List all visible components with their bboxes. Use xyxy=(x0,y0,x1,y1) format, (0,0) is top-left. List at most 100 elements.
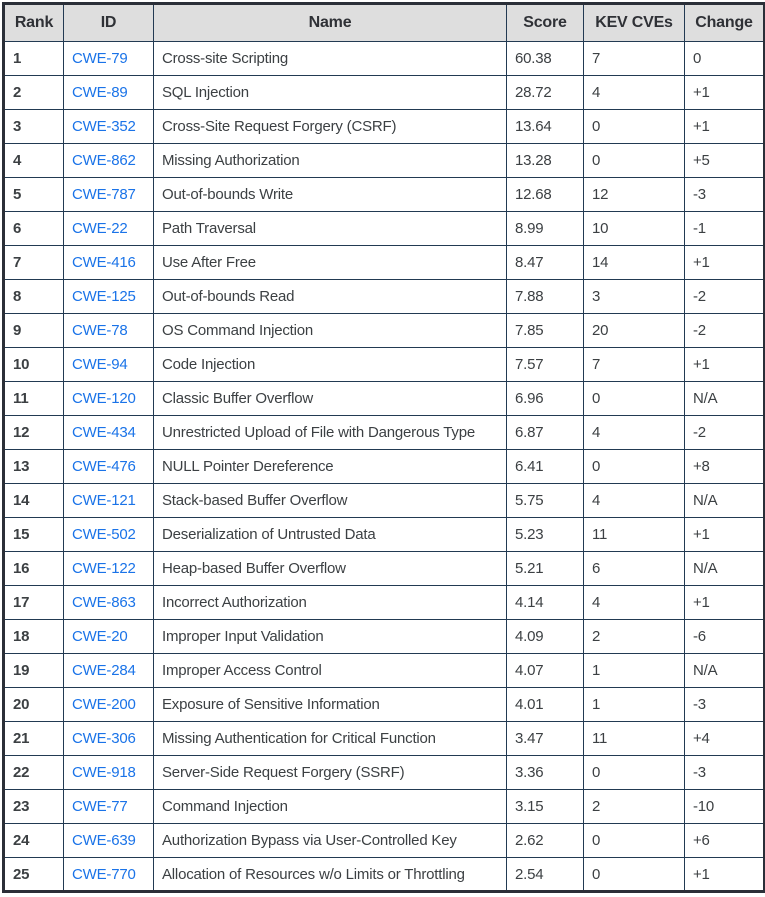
name-cell: Classic Buffer Overflow xyxy=(153,381,507,416)
cwe-id-link[interactable]: CWE-79 xyxy=(72,50,128,67)
id-cell: CWE-77 xyxy=(63,789,154,824)
id-cell: CWE-20 xyxy=(63,619,154,654)
change-cell: -10 xyxy=(684,789,765,824)
name-cell: Exposure of Sensitive Information xyxy=(153,687,507,722)
id-cell: CWE-89 xyxy=(63,75,154,110)
change-cell: +1 xyxy=(684,109,765,144)
cwe-id-link[interactable]: CWE-284 xyxy=(72,662,136,679)
kev-cves-cell: 7 xyxy=(583,41,685,76)
rank-cell: 20 xyxy=(3,687,64,722)
table-row: 5 CWE-787 Out-of-bounds Write 12.68 12 -3 xyxy=(3,177,765,212)
kev-cves-cell: 0 xyxy=(583,109,685,144)
cwe-id-link[interactable]: CWE-918 xyxy=(72,764,136,781)
cwe-id-link[interactable]: CWE-352 xyxy=(72,118,136,135)
name-cell: Command Injection xyxy=(153,789,507,824)
rank-cell: 11 xyxy=(3,381,64,416)
id-cell: CWE-770 xyxy=(63,857,154,892)
column-header-name: Name xyxy=(153,3,507,42)
table-row: 23 CWE-77 Command Injection 3.15 2 -10 xyxy=(3,789,765,824)
score-cell: 4.14 xyxy=(506,585,584,620)
kev-cves-cell: 0 xyxy=(583,755,685,790)
id-cell: CWE-94 xyxy=(63,347,154,382)
score-cell: 2.62 xyxy=(506,823,584,858)
change-cell: +1 xyxy=(684,245,765,280)
rank-cell: 15 xyxy=(3,517,64,552)
name-cell: Stack-based Buffer Overflow xyxy=(153,483,507,518)
name-cell: Heap-based Buffer Overflow xyxy=(153,551,507,586)
kev-cves-cell: 20 xyxy=(583,313,685,348)
name-cell: Cross-site Scripting xyxy=(153,41,507,76)
rank-cell: 1 xyxy=(3,41,64,76)
name-cell: Out-of-bounds Read xyxy=(153,279,507,314)
score-cell: 2.54 xyxy=(506,857,584,892)
cwe-id-link[interactable]: CWE-200 xyxy=(72,696,136,713)
rank-cell: 18 xyxy=(3,619,64,654)
rank-cell: 13 xyxy=(3,449,64,484)
kev-cves-cell: 10 xyxy=(583,211,685,246)
rank-cell: 14 xyxy=(3,483,64,518)
cwe-id-link[interactable]: CWE-22 xyxy=(72,220,128,237)
column-header-id: ID xyxy=(63,3,154,42)
change-cell: +4 xyxy=(684,721,765,756)
cwe-id-link[interactable]: CWE-476 xyxy=(72,458,136,475)
cwe-id-link[interactable]: CWE-94 xyxy=(72,356,128,373)
cwe-id-link[interactable]: CWE-787 xyxy=(72,186,136,203)
cwe-id-link[interactable]: CWE-78 xyxy=(72,322,128,339)
table-row: 8 CWE-125 Out-of-bounds Read 7.88 3 -2 xyxy=(3,279,765,314)
score-cell: 8.99 xyxy=(506,211,584,246)
change-cell: +8 xyxy=(684,449,765,484)
table-row: 14 CWE-121 Stack-based Buffer Overflow 5.75… xyxy=(3,483,765,518)
name-cell: OS Command Injection xyxy=(153,313,507,348)
rank-cell: 24 xyxy=(3,823,64,858)
cwe-id-link[interactable]: CWE-125 xyxy=(72,288,136,305)
cwe-id-link[interactable]: CWE-121 xyxy=(72,492,136,509)
table-body: 1 CWE-79 Cross-site Scripting 60.38 7 0 2 CWE-8… xyxy=(3,41,765,892)
kev-cves-cell: 6 xyxy=(583,551,685,586)
table-row: 1 CWE-79 Cross-site Scripting 60.38 7 0 xyxy=(3,41,765,76)
id-cell: CWE-502 xyxy=(63,517,154,552)
cwe-id-link[interactable]: CWE-120 xyxy=(72,390,136,407)
score-cell: 6.87 xyxy=(506,415,584,450)
kev-cves-cell: 4 xyxy=(583,75,685,110)
score-cell: 4.07 xyxy=(506,653,584,688)
id-cell: CWE-79 xyxy=(63,41,154,76)
score-cell: 6.96 xyxy=(506,381,584,416)
cwe-id-link[interactable]: CWE-20 xyxy=(72,628,128,645)
cwe-id-link[interactable]: CWE-434 xyxy=(72,424,136,441)
cwe-id-link[interactable]: CWE-863 xyxy=(72,594,136,611)
id-cell: CWE-787 xyxy=(63,177,154,212)
name-cell: Use After Free xyxy=(153,245,507,280)
cwe-id-link[interactable]: CWE-122 xyxy=(72,560,136,577)
score-cell: 7.88 xyxy=(506,279,584,314)
score-cell: 8.47 xyxy=(506,245,584,280)
score-cell: 3.36 xyxy=(506,755,584,790)
score-cell: 5.75 xyxy=(506,483,584,518)
kev-cves-cell: 4 xyxy=(583,415,685,450)
cwe-id-link[interactable]: CWE-862 xyxy=(72,152,136,169)
name-cell: Missing Authentication for Critical Func… xyxy=(153,721,507,756)
cwe-id-link[interactable]: CWE-77 xyxy=(72,798,128,815)
cwe-id-link[interactable]: CWE-416 xyxy=(72,254,136,271)
cwe-id-link[interactable]: CWE-89 xyxy=(72,84,128,101)
table-row: 20 CWE-200 Exposure of Sensitive Informati… xyxy=(3,687,765,722)
table-row: 7 CWE-416 Use After Free 8.47 14 +1 xyxy=(3,245,765,280)
score-cell: 12.68 xyxy=(506,177,584,212)
score-cell: 5.21 xyxy=(506,551,584,586)
cwe-id-link[interactable]: CWE-770 xyxy=(72,865,136,883)
id-cell: CWE-476 xyxy=(63,449,154,484)
name-cell: Incorrect Authorization xyxy=(153,585,507,620)
change-cell: 0 xyxy=(684,41,765,76)
name-cell: Code Injection xyxy=(153,347,507,382)
id-cell: CWE-306 xyxy=(63,721,154,756)
id-cell: CWE-125 xyxy=(63,279,154,314)
cwe-id-link[interactable]: CWE-502 xyxy=(72,526,136,543)
rank-cell: 19 xyxy=(3,653,64,688)
change-cell: +1 xyxy=(684,347,765,382)
cwe-id-link[interactable]: CWE-639 xyxy=(72,832,136,849)
cwe-id-link[interactable]: CWE-306 xyxy=(72,730,136,747)
kev-cves-cell: 11 xyxy=(583,721,685,756)
table-row: 16 CWE-122 Heap-based Buffer Overflow 5.21 6… xyxy=(3,551,765,586)
table-row: 22 CWE-918 Server-Side Request Forgery (SS… xyxy=(3,755,765,790)
table-row: 21 CWE-306 Missing Authentication for Crit… xyxy=(3,721,765,756)
